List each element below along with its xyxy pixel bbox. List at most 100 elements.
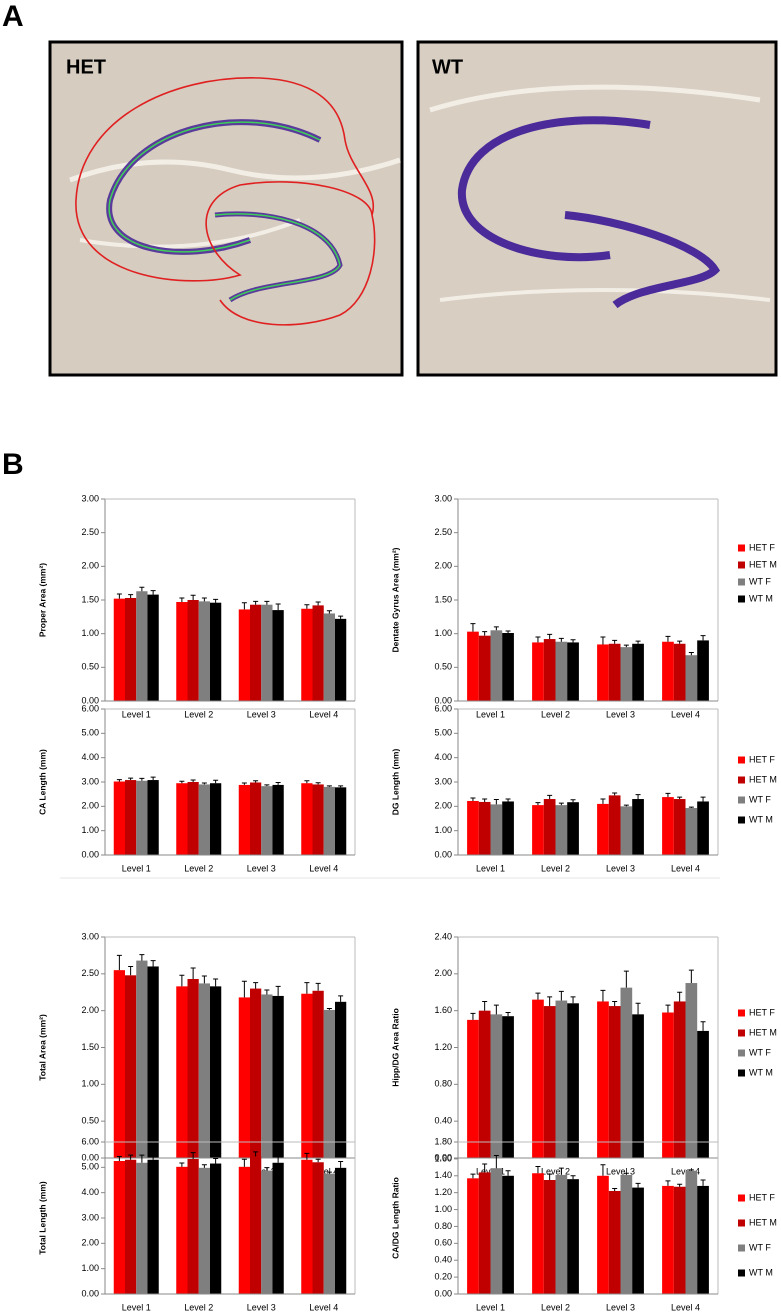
bar [113,970,125,1158]
error-bar [315,782,321,785]
error-bar [150,590,156,595]
error-bar [315,982,321,991]
y-tick-label: 0.50 [81,662,99,672]
y-tick-label: 0.00 [434,695,452,705]
error-bar [493,1004,499,1015]
error-bar [677,640,683,644]
y-tick-label: 1.00 [81,1263,99,1273]
error-bar [253,600,259,605]
error-bar [139,954,145,961]
error-bar [116,1155,122,1161]
bar [632,643,644,701]
error-bar [535,802,541,806]
bar [632,1187,644,1294]
error-bar [253,982,259,989]
bar [238,1166,250,1294]
y-tick-label: 1.00 [434,628,452,638]
error-bar [688,969,694,984]
error-bar [190,594,196,600]
y-axis-title: CA/DG Length Ratio [390,1177,400,1259]
x-tick-label: Level 1 [476,709,505,719]
error-bar [700,1179,706,1186]
bar [210,602,222,701]
bar [597,1001,609,1158]
bar [543,639,556,701]
bar [113,598,125,701]
error-bar [558,637,564,642]
bar [312,1162,324,1294]
error-bar [116,954,122,971]
bar [125,1159,137,1294]
y-tick-label: 2.00 [81,1238,99,1248]
error-bar [179,597,185,603]
x-tick-label: Level 3 [247,709,276,719]
bar [502,632,514,701]
bar [210,986,222,1158]
y-tick-label: 2.50 [81,968,99,978]
bar [608,795,621,855]
bar [502,1016,514,1158]
bar [567,1003,579,1158]
error-bar [190,967,196,979]
bar [567,1179,579,1294]
error-bar [190,779,196,782]
error-bar [505,798,511,802]
wt-image: WT [416,40,778,377]
legend-label: WT F [749,576,771,586]
x-tick-label: Level 4 [671,1302,700,1312]
bar [147,780,159,855]
error-bar [665,635,671,642]
error-bar [547,996,553,1007]
y-tick-label: 6.00 [81,703,99,713]
legend-swatch [738,595,745,603]
y-tick-label: 0.00 [434,1288,452,1298]
bar [620,806,633,855]
bar [490,804,503,855]
x-tick-label: Level 3 [606,863,635,873]
x-tick-label: Level 2 [541,863,570,873]
error-bar [338,785,344,788]
error-bar [213,598,219,603]
error-bar [677,1183,683,1187]
legend-swatch [738,1029,745,1037]
error-bar [241,980,247,998]
error-bar [505,630,511,633]
legend-swatch [738,1269,745,1277]
bar [478,801,491,855]
bar [187,1158,199,1294]
error-bar [688,806,694,809]
error-bar [535,992,541,1000]
y-tick-label: 1.50 [81,594,99,604]
error-bar [128,1154,134,1160]
bar [261,786,273,855]
legend-swatch [738,1069,745,1077]
bar [608,1006,621,1158]
y-tick-label: 5.00 [81,728,99,738]
bar [608,643,621,701]
y-tick-label: 2.50 [434,527,452,537]
error-bar [338,615,344,619]
bar [250,604,262,701]
bar [662,641,674,701]
error-bar [547,633,553,640]
bar [136,780,148,855]
y-tick-label: 0.80 [434,1079,452,1089]
bar [176,783,188,855]
error-bar [338,1161,344,1168]
error-bar [612,1000,618,1007]
error-bar [600,1164,606,1176]
bar [555,805,568,855]
bar [125,780,137,855]
error-bar [470,623,476,632]
bar [662,1185,674,1294]
bar [467,800,479,855]
bar [502,801,514,855]
error-bar [275,603,281,611]
legend-swatch [738,561,745,569]
bar [662,1012,674,1158]
error-bar [547,1173,553,1180]
bar [261,604,273,701]
error-bar [665,1180,671,1186]
bar [250,988,262,1158]
bar [323,1009,335,1158]
